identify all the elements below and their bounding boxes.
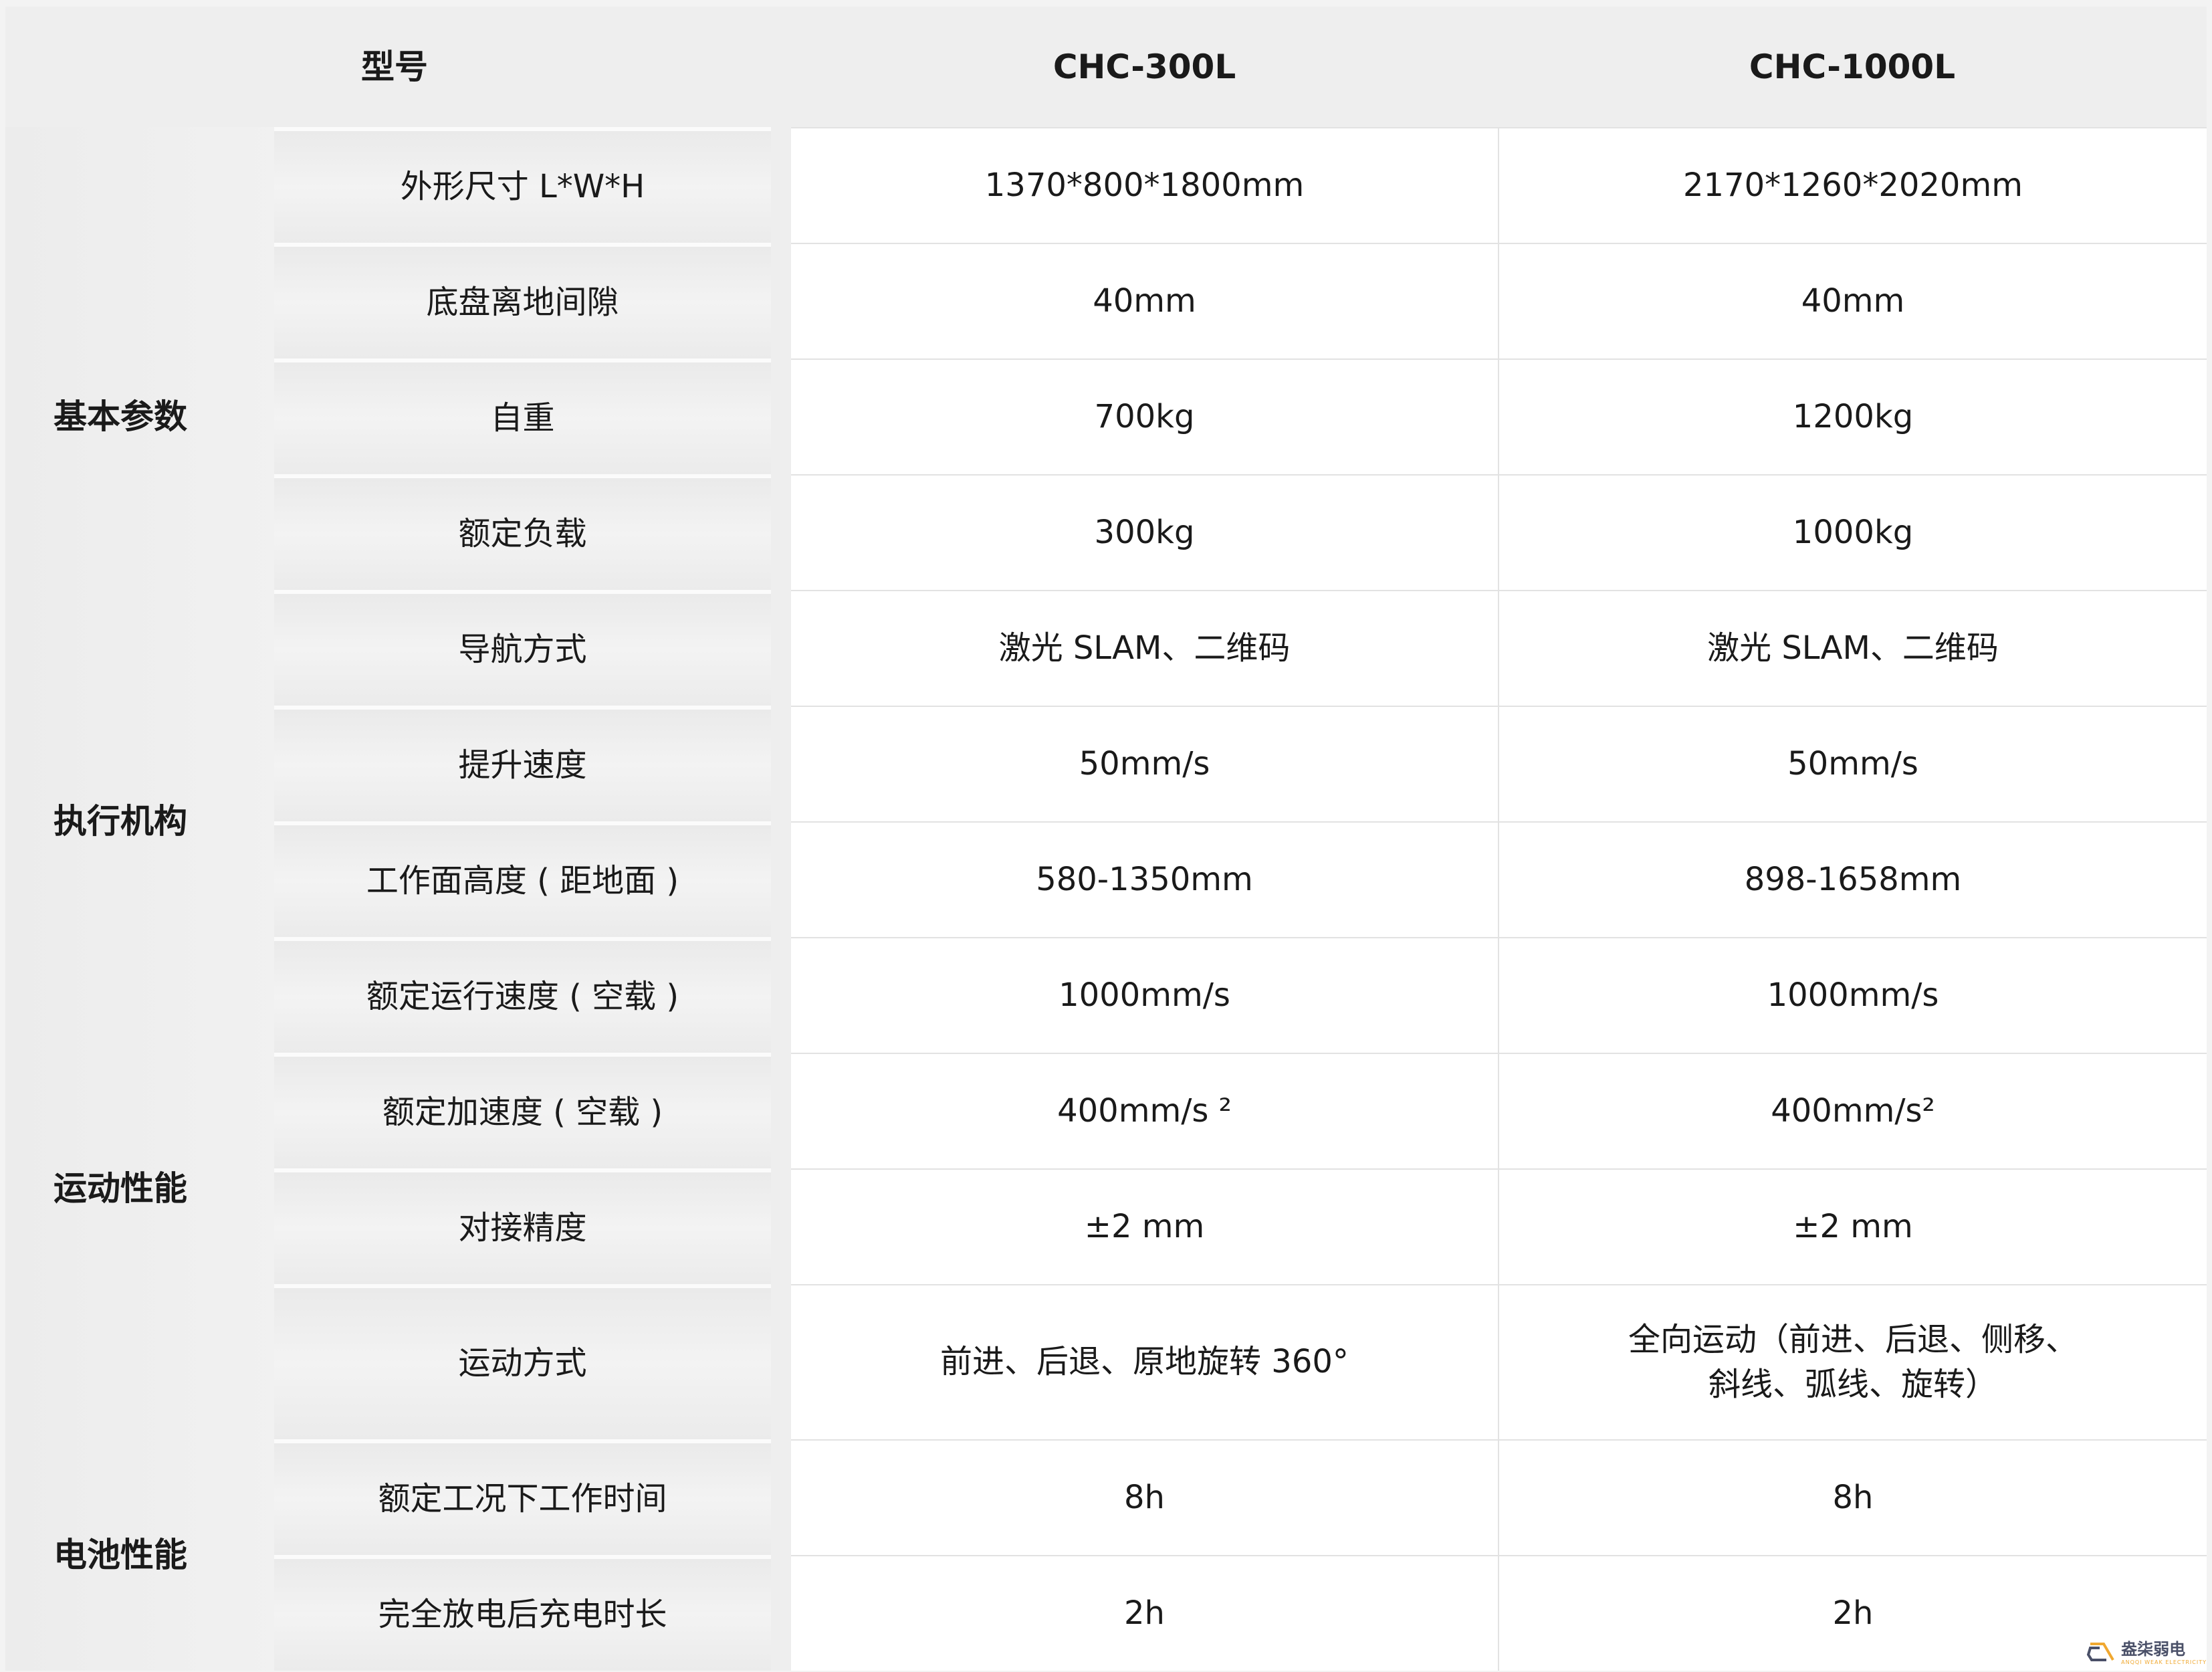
param-name: 额定运行速度 ( 空载 ) (274, 937, 771, 1053)
logo-subtitle: ANQQI WEAK ELECTRICITY (2121, 1659, 2207, 1665)
value-chc-300l: 1370*800*1800mm (791, 127, 1498, 243)
value-chc-1000l: 898-1658mm (1498, 821, 2207, 937)
header-model-1: CHC-300L (791, 7, 1498, 127)
category-label: 电池性能 (53, 1536, 187, 1574)
param-name: 额定工况下工作时间 (274, 1439, 771, 1555)
param-name: 导航方式 (274, 590, 771, 706)
value-chc-1000l: 1000kg (1498, 474, 2207, 590)
value-chc-300l: 700kg (791, 358, 1498, 474)
value-chc-1000l: ±2 mm (1498, 1168, 2207, 1284)
value-chc-300l: 前进、后退、原地旋转 360° (791, 1284, 1498, 1439)
value-chc-1000l: 1200kg (1498, 358, 2207, 474)
header-model-2: CHC-1000L (1498, 7, 2207, 127)
category-label: 运动性能 (53, 1168, 187, 1208)
watermark-logo: 盎柒弱电 ANQQI WEAK ELECTRICITY (2086, 1636, 2207, 1665)
value-chc-1000l: 40mm (1498, 243, 2207, 358)
value-chc-300l: 激光 SLAM、二维码 (791, 590, 1498, 706)
header-corner (5, 7, 247, 127)
param-name: 提升速度 (274, 706, 771, 821)
value-chc-300l: 40mm (791, 243, 1498, 358)
param-name: 自重 (274, 358, 771, 474)
value-chc-1000l: 1000mm/s (1498, 937, 2207, 1053)
param-name: 工作面高度 ( 距地面 ) (274, 821, 771, 937)
value-chc-300l: 400mm/s ² (791, 1053, 1498, 1168)
category-label: 基本参数 (53, 397, 187, 436)
value-chc-1000l: 2h (1498, 1555, 2207, 1671)
param-name: 外形尺寸 L*W*H (274, 127, 771, 243)
value-chc-1000l: 激光 SLAM、二维码 (1498, 590, 2207, 706)
value-chc-300l: ±2 mm (791, 1168, 1498, 1284)
value-chc-300l: 2h (791, 1555, 1498, 1671)
value-chc-300l: 580-1350mm (791, 821, 1498, 937)
param-name: 底盘离地间隙 (274, 243, 771, 358)
param-name: 运动方式 (274, 1284, 771, 1439)
category-label: 执行机构 (53, 802, 187, 841)
param-name: 额定负载 (274, 474, 771, 590)
value-chc-300l: 1000mm/s (791, 937, 1498, 1053)
header-model-label: 型号 (247, 7, 791, 127)
logo-icon (2086, 1643, 2114, 1661)
value-chc-300l: 8h (791, 1439, 1498, 1555)
param-name: 对接精度 (274, 1168, 771, 1284)
value-chc-1000l: 400mm/s² (1498, 1053, 2207, 1168)
value-chc-300l: 300kg (791, 474, 1498, 590)
value-chc-1000l: 2170*1260*2020mm (1498, 127, 2207, 243)
value-chc-1000l: 50mm/s (1498, 706, 2207, 821)
value-chc-1000l: 8h (1498, 1439, 2207, 1555)
value-chc-300l: 50mm/s (791, 706, 1498, 821)
spec-table: 型号 CHC-300L CHC-1000L 基本参数执行机构运动性能电池性能 外形… (5, 7, 2207, 1671)
param-name: 额定加速度 ( 空载 ) (274, 1053, 771, 1168)
param-name: 完全放电后充电时长 (274, 1555, 771, 1671)
value-chc-1000l: 全向运动（前进、后退、侧移、 斜线、弧线、旋转） (1498, 1284, 2207, 1439)
logo-name: 盎柒弱电 (2121, 1640, 2186, 1659)
